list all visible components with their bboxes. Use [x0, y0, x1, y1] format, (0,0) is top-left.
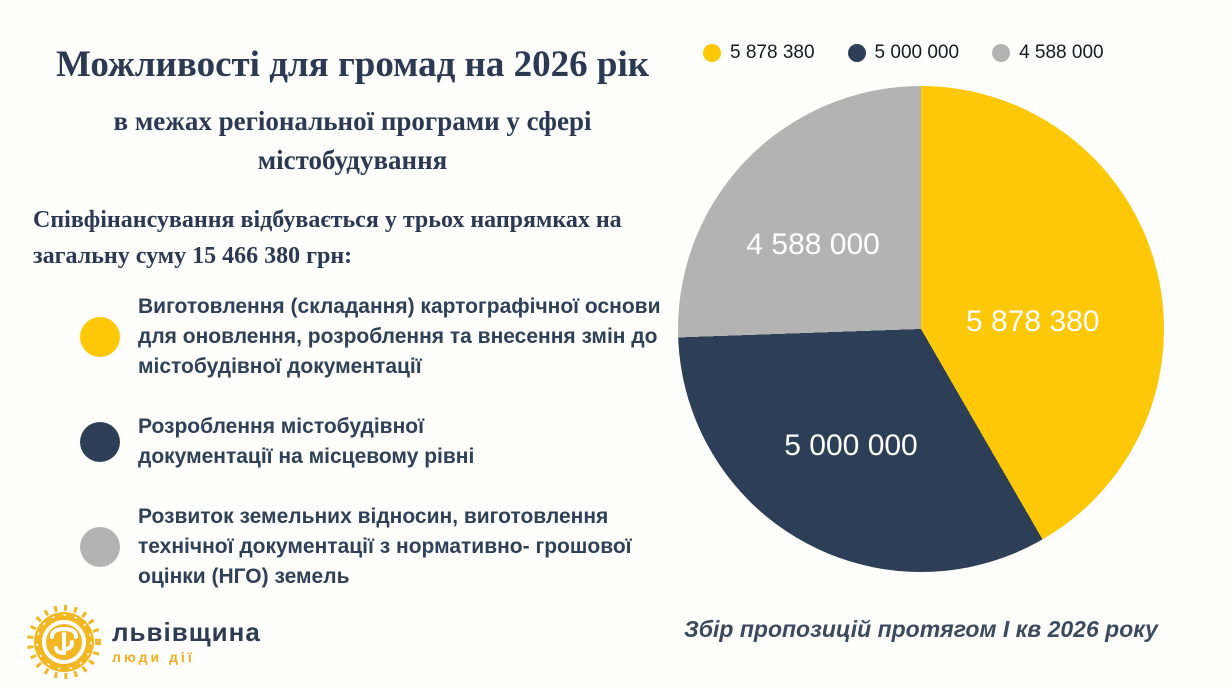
pie-chart: 5 878 380 5 000 000 4 588 000 [678, 86, 1164, 572]
list-item: Розвиток земельних відносин, виготовленн… [80, 502, 680, 592]
legend-label: 4 588 000 [1019, 42, 1104, 63]
yellow-bullet-icon [80, 317, 120, 358]
slice-value-label: 5 878 380 [966, 304, 1100, 338]
logo-tagline: люди дії [112, 648, 195, 665]
list-item: Виготовлення (складання) картографічної … [80, 292, 680, 382]
slice-value-label: 5 000 000 [784, 428, 918, 462]
gray-bullet-icon [80, 527, 120, 568]
logo-name: львівщина [112, 617, 261, 648]
navy-bullet-icon [80, 422, 120, 463]
intro-text: Співфінансування відбувається у трьох на… [33, 207, 622, 269]
chart-legend: 5 878 380 5 000 000 4 588 000 [703, 42, 1104, 64]
direction-label: Виготовлення (складання) картографічної … [138, 295, 661, 379]
legend-label: 5 000 000 [874, 42, 960, 63]
legend-dot-yellow-icon [703, 44, 721, 62]
legend-item: 5 000 000 [847, 42, 960, 64]
collection-period-caption: Збір пропозицій протягом І кв 2026 року [684, 616, 1158, 642]
list-item: Розроблення містобудівної документації н… [80, 412, 680, 472]
direction-list: Виготовлення (складання) картографічної … [80, 292, 680, 592]
legend-dot-navy-icon [847, 44, 866, 62]
page-subtitle: в межах регіональної програми у сфері мі… [113, 106, 592, 176]
legend-dot-gray-icon [992, 44, 1011, 62]
legend-item: 5 878 380 [703, 42, 815, 64]
logo-text: львівщина люди дії [112, 617, 261, 665]
legend-label: 5 878 380 [730, 42, 815, 63]
legend-item: 4 588 000 [992, 42, 1104, 64]
direction-label: Розвиток земельних відносин, виготовленн… [138, 505, 632, 589]
direction-label: Розроблення містобудівної документації н… [138, 415, 475, 469]
lviv-region-logo: львівщина люди дії [26, 604, 261, 680]
lviv-region-logo-icon [27, 605, 101, 679]
page-title: Можливості для громад на 2026 рік [55, 44, 650, 85]
slice-value-label: 4 588 000 [746, 227, 880, 261]
